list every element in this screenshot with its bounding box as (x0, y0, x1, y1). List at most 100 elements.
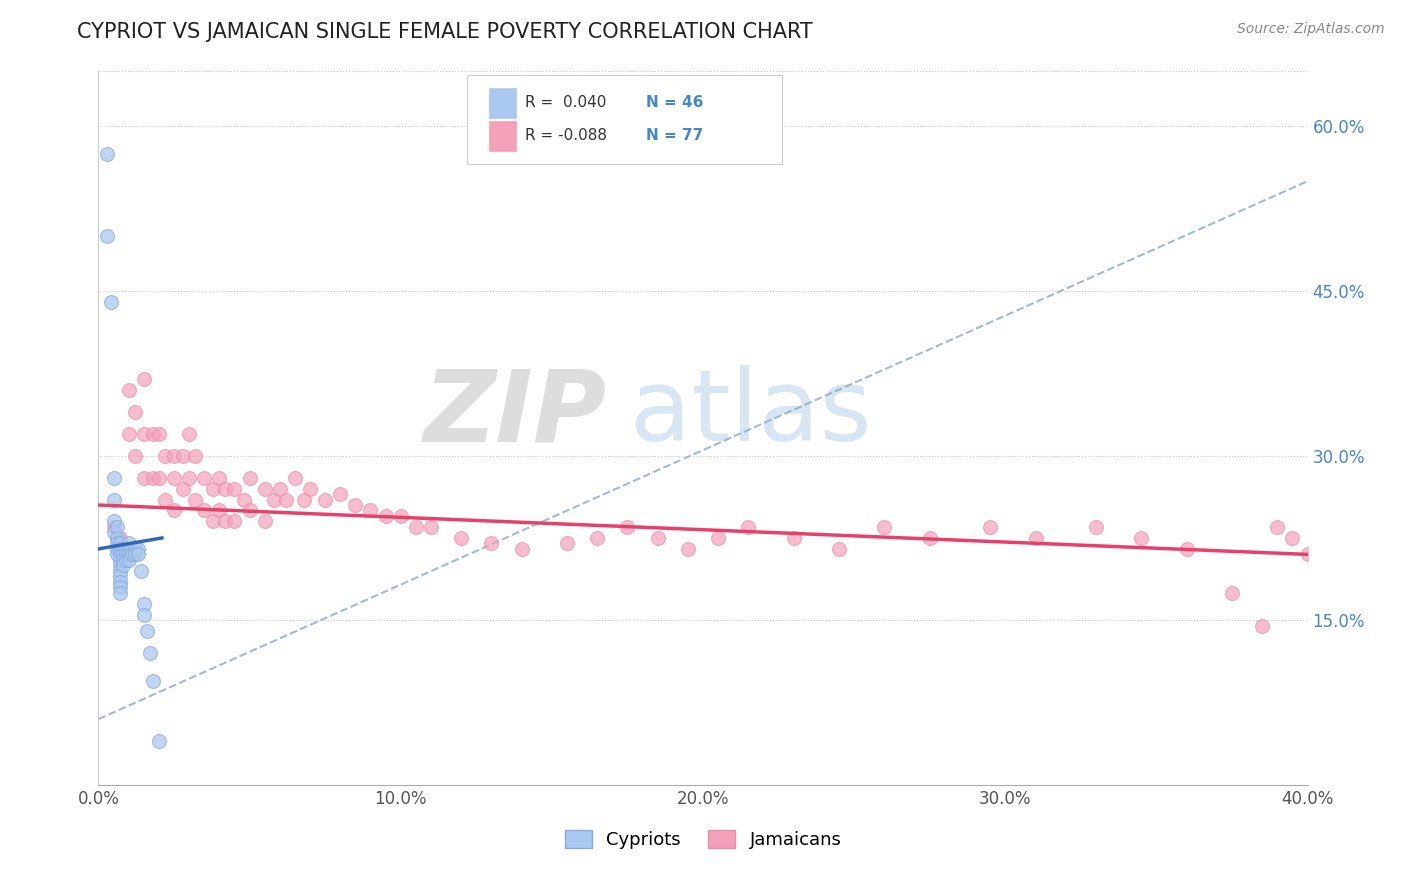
Point (450, 531, 472, 545)
Point (103, 492, 125, 507)
Text: R =  0.040: R = 0.040 (526, 95, 606, 110)
Point (108, 536, 131, 550)
Point (108, 558, 131, 573)
Point (184, 492, 207, 507)
Point (1281, 531, 1303, 545)
Point (132, 470, 155, 484)
Point (148, 470, 170, 484)
Point (114, 553, 136, 567)
Point (103, 515, 125, 529)
Point (132, 426, 155, 441)
Point (1220, 586, 1243, 600)
Point (510, 541, 533, 556)
Point (118, 553, 141, 567)
Point (118, 536, 141, 550)
Point (105, 548, 128, 562)
Point (253, 482, 276, 496)
Point (103, 520, 125, 534)
Point (108, 564, 131, 578)
Point (108, 553, 131, 567)
Point (284, 470, 307, 484)
Point (135, 624, 157, 639)
Point (224, 515, 246, 529)
Point (132, 597, 155, 611)
Point (103, 470, 125, 484)
Point (124, 405, 146, 419)
Point (163, 470, 186, 484)
Point (172, 449, 194, 463)
Text: R = -0.088: R = -0.088 (526, 128, 607, 143)
Point (142, 470, 165, 484)
Point (1175, 541, 1198, 556)
Point (1085, 520, 1108, 534)
Point (132, 607, 155, 622)
Point (184, 449, 207, 463)
Point (193, 503, 215, 517)
Point (163, 503, 186, 517)
Point (111, 548, 134, 562)
Point (124, 449, 146, 463)
Point (292, 492, 315, 507)
Bar (489, 87, 516, 118)
Text: ZIP: ZIP (423, 366, 606, 462)
Bar (489, 121, 516, 152)
Point (481, 536, 503, 550)
Point (179, 426, 201, 441)
Point (344, 498, 367, 512)
Point (405, 520, 427, 534)
Point (153, 449, 176, 463)
Point (96, 146, 118, 161)
Point (783, 531, 806, 545)
Point (129, 564, 152, 578)
Point (224, 482, 246, 496)
Point (214, 482, 236, 496)
Point (108, 531, 131, 545)
Text: N = 77: N = 77 (647, 128, 703, 143)
Point (139, 646, 162, 660)
Point (108, 548, 131, 562)
Point (163, 449, 186, 463)
Point (389, 508, 412, 523)
Point (647, 531, 669, 545)
Point (979, 520, 1001, 534)
Point (103, 525, 125, 540)
Point (202, 482, 225, 496)
Point (1251, 619, 1274, 633)
Text: atlas: atlas (630, 366, 872, 462)
Point (121, 541, 143, 556)
Text: CYPRIOT VS JAMAICAN SINGLE FEMALE POVERTY CORRELATION CHART: CYPRIOT VS JAMAICAN SINGLE FEMALE POVERT… (77, 22, 813, 42)
Point (374, 508, 396, 523)
Point (616, 520, 638, 534)
Point (202, 515, 225, 529)
Text: Source: ZipAtlas.com: Source: ZipAtlas.com (1237, 22, 1385, 37)
Point (111, 553, 134, 567)
Point (239, 470, 262, 484)
Point (121, 548, 143, 562)
Point (108, 569, 131, 583)
Point (108, 586, 131, 600)
Point (153, 492, 176, 507)
Point (118, 541, 141, 556)
Point (263, 492, 285, 507)
Point (142, 673, 165, 688)
Point (111, 541, 134, 556)
Point (214, 515, 236, 529)
Point (873, 520, 896, 534)
Point (148, 734, 170, 748)
Point (127, 548, 149, 562)
Point (232, 492, 254, 507)
Point (1130, 531, 1153, 545)
Point (111, 558, 134, 573)
Point (132, 372, 155, 386)
Point (329, 487, 352, 501)
Point (420, 520, 443, 534)
Text: N = 46: N = 46 (647, 95, 703, 110)
Point (274, 492, 297, 507)
Point (124, 548, 146, 562)
Point (555, 536, 578, 550)
Point (314, 492, 336, 507)
Point (118, 426, 141, 441)
Point (108, 541, 131, 556)
Point (1024, 531, 1046, 545)
Point (737, 520, 759, 534)
